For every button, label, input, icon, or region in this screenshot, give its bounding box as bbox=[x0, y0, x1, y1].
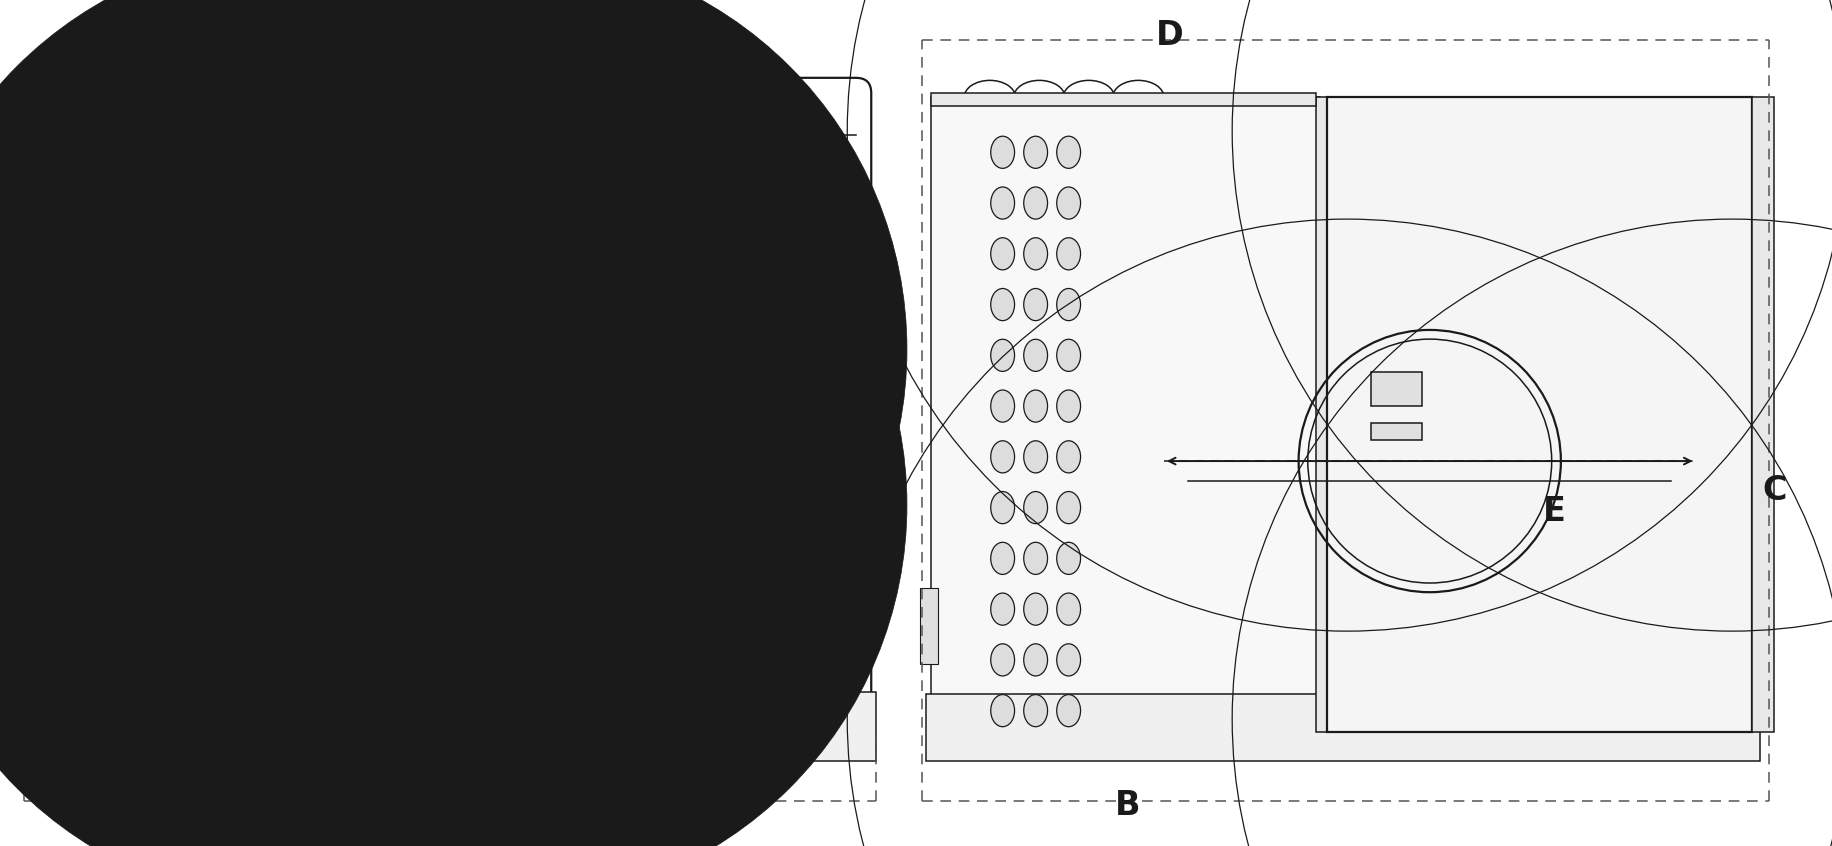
Bar bbox=[1751, 97, 1773, 732]
Ellipse shape bbox=[991, 492, 1015, 524]
Ellipse shape bbox=[1024, 339, 1048, 371]
Bar bbox=[931, 97, 1319, 732]
Ellipse shape bbox=[1055, 441, 1079, 473]
Circle shape bbox=[0, 105, 700, 846]
Bar bbox=[931, 93, 1315, 106]
Bar bbox=[1326, 97, 1751, 732]
Ellipse shape bbox=[991, 136, 1015, 168]
Bar bbox=[920, 588, 938, 664]
Bar bbox=[1370, 372, 1422, 406]
Ellipse shape bbox=[1024, 390, 1048, 422]
Ellipse shape bbox=[1024, 644, 1048, 676]
Text: D: D bbox=[1154, 19, 1183, 52]
Text: A: A bbox=[308, 788, 333, 822]
Bar bbox=[925, 694, 1759, 761]
Bar bbox=[623, 677, 733, 715]
Circle shape bbox=[394, 419, 412, 436]
Bar bbox=[18, 461, 95, 677]
Ellipse shape bbox=[1055, 542, 1079, 574]
Ellipse shape bbox=[991, 542, 1015, 574]
Ellipse shape bbox=[1055, 644, 1079, 676]
Ellipse shape bbox=[991, 390, 1015, 422]
Ellipse shape bbox=[1055, 390, 1079, 422]
Ellipse shape bbox=[1055, 695, 1079, 727]
Ellipse shape bbox=[1055, 136, 1079, 168]
Ellipse shape bbox=[1024, 187, 1048, 219]
Ellipse shape bbox=[1055, 238, 1079, 270]
Ellipse shape bbox=[1055, 593, 1079, 625]
Ellipse shape bbox=[991, 441, 1015, 473]
Bar bbox=[1315, 97, 1330, 732]
Ellipse shape bbox=[1024, 136, 1048, 168]
Ellipse shape bbox=[1055, 187, 1079, 219]
Text: B: B bbox=[1114, 788, 1140, 822]
Circle shape bbox=[106, 0, 907, 750]
Bar bbox=[1370, 423, 1422, 440]
Circle shape bbox=[106, 105, 907, 846]
Ellipse shape bbox=[991, 238, 1015, 270]
Ellipse shape bbox=[1024, 441, 1048, 473]
Ellipse shape bbox=[1024, 238, 1048, 270]
Bar bbox=[577, 296, 714, 457]
Bar bbox=[37, 692, 876, 761]
Ellipse shape bbox=[991, 644, 1015, 676]
Bar bbox=[59, 93, 575, 135]
Circle shape bbox=[0, 0, 700, 750]
Ellipse shape bbox=[991, 695, 1015, 727]
Ellipse shape bbox=[991, 187, 1015, 219]
Ellipse shape bbox=[1055, 339, 1079, 371]
FancyBboxPatch shape bbox=[44, 78, 870, 747]
Ellipse shape bbox=[1024, 695, 1048, 727]
Text: C: C bbox=[1761, 474, 1786, 508]
Ellipse shape bbox=[1024, 288, 1048, 321]
Ellipse shape bbox=[1055, 288, 1079, 321]
Ellipse shape bbox=[1024, 593, 1048, 625]
Bar bbox=[568, 609, 751, 660]
Ellipse shape bbox=[623, 461, 806, 605]
Ellipse shape bbox=[1024, 542, 1048, 574]
Ellipse shape bbox=[1024, 492, 1048, 524]
Ellipse shape bbox=[991, 593, 1015, 625]
Ellipse shape bbox=[1055, 492, 1079, 524]
Ellipse shape bbox=[991, 288, 1015, 321]
Text: E: E bbox=[1543, 495, 1565, 529]
Ellipse shape bbox=[991, 339, 1015, 371]
